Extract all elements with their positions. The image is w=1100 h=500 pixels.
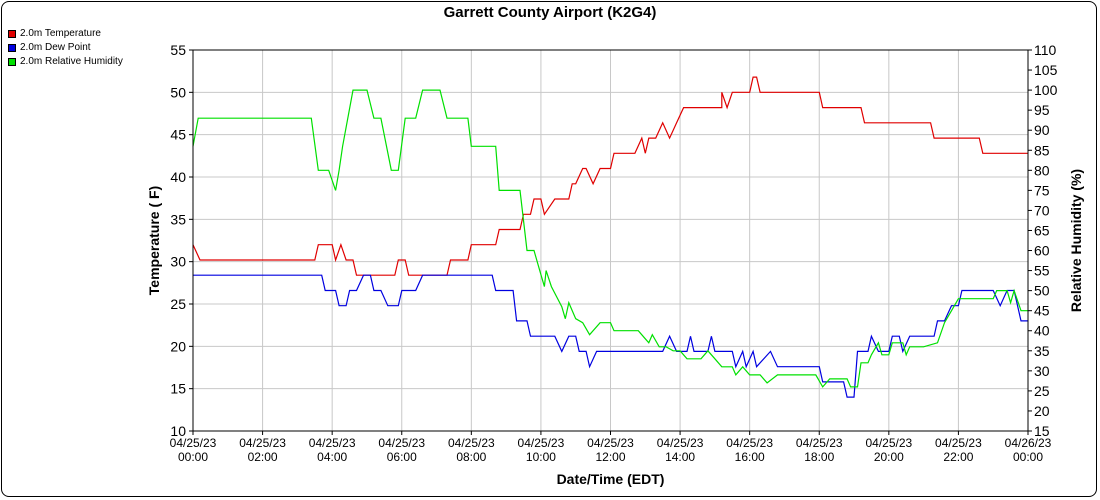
y2-tick-label: 80	[1034, 162, 1050, 178]
y-tick-label: 15	[170, 381, 186, 397]
x-axis-ticks: 04/25/2300:0004/25/2302:0004/25/2304:000…	[170, 431, 1052, 464]
x-tick-label-date: 04/25/23	[726, 436, 773, 450]
legend-label-relative-humidity: 2.0m Relative Humidity	[20, 56, 123, 67]
y-tick-label: 45	[170, 127, 186, 143]
y2-tick-label: 65	[1034, 222, 1050, 238]
legend-swatch-dew-point	[8, 44, 16, 52]
chart-grid	[192, 49, 1029, 432]
x-tick-label-time: 14:00	[665, 450, 695, 464]
y-axis-ticks: 10 15 20 25 30 35 40 45 50 55	[170, 42, 193, 439]
x-tick-label-time: 00:00	[1013, 450, 1043, 464]
y-tick-label: 50	[170, 84, 186, 100]
legend-item-temperature: 2.0m Temperature	[8, 27, 123, 41]
y2-tick-label: 105	[1034, 62, 1058, 78]
chart-title: Garrett County Airport (K2G4)	[443, 4, 657, 21]
y2-tick-label: 55	[1034, 263, 1050, 279]
y2-tick-label: 20	[1034, 403, 1050, 419]
y-tick-label: 30	[170, 254, 186, 270]
x-tick-label-time: 12:00	[595, 450, 625, 464]
y2-tick-label: 70	[1034, 202, 1050, 218]
y2-tick-label: 15	[1034, 423, 1050, 439]
legend-swatch-relative-humidity	[8, 58, 16, 66]
legend-item-dew-point: 2.0m Dew Point	[8, 41, 123, 55]
y2-tick-label: 90	[1034, 122, 1050, 138]
x-tick-label-date: 04/25/23	[239, 436, 286, 450]
y2-tick-label: 100	[1034, 82, 1058, 98]
x-tick-label-date: 04/25/23	[518, 436, 565, 450]
y2-axis-label: Relative Humidity (%)	[1068, 169, 1084, 312]
x-axis-label: Date/Time (EDT)	[557, 471, 665, 487]
y2-tick-label: 75	[1034, 182, 1050, 198]
x-tick-label-time: 10:00	[526, 450, 556, 464]
y-tick-label: 10	[170, 423, 186, 439]
series-line-temperature	[192, 76, 1028, 276]
chart-series	[192, 76, 1028, 398]
y2-tick-label: 30	[1034, 363, 1050, 379]
x-tick-label-time: 04:00	[317, 450, 347, 464]
x-tick-label-date: 04/26/23	[1005, 436, 1052, 450]
y2-tick-label: 40	[1034, 323, 1050, 339]
x-tick-label-date: 04/25/23	[378, 436, 425, 450]
x-tick-label-time: 06:00	[387, 450, 417, 464]
x-tick-label-date: 04/25/23	[935, 436, 982, 450]
x-tick-label-date: 04/25/23	[865, 436, 912, 450]
x-tick-label-time: 00:00	[178, 450, 208, 464]
legend-label-temperature: 2.0m Temperature	[20, 28, 101, 39]
x-tick-label-time: 18:00	[804, 450, 834, 464]
y2-tick-label: 25	[1034, 383, 1050, 399]
y2-tick-label: 50	[1034, 283, 1050, 299]
x-tick-label-date: 04/25/23	[796, 436, 843, 450]
x-tick-label-date: 04/25/23	[309, 436, 356, 450]
x-tick-label-date: 04/25/23	[448, 436, 495, 450]
x-tick-label-time: 22:00	[943, 450, 973, 464]
y-tick-label: 20	[170, 338, 186, 354]
y-tick-label: 55	[170, 42, 186, 58]
y2-tick-label: 45	[1034, 303, 1050, 319]
x-tick-label-time: 02:00	[248, 450, 278, 464]
y2-tick-label: 35	[1034, 343, 1050, 359]
y-tick-label: 25	[170, 296, 186, 312]
x-tick-label-time: 08:00	[456, 450, 486, 464]
y2-tick-label: 60	[1034, 243, 1050, 259]
y2-tick-label: 95	[1034, 102, 1050, 118]
y2-axis-ticks: 15 20 25 30 35 40 45 50 55 60 65 70 75 80 85 90 95 100 105…	[1028, 42, 1058, 439]
series-line-relative-humidity	[192, 89, 1028, 388]
x-tick-label-date: 04/25/23	[170, 436, 217, 450]
y-tick-label: 40	[170, 169, 186, 185]
legend-swatch-temperature	[8, 30, 16, 38]
y-tick-label: 35	[170, 211, 186, 227]
y2-tick-label: 85	[1034, 142, 1050, 158]
legend-label-dew-point: 2.0m Dew Point	[20, 42, 91, 53]
x-tick-label-time: 16:00	[735, 450, 765, 464]
y2-tick-label: 110	[1034, 42, 1057, 58]
y-axis-label: Temperature ( F)	[146, 186, 162, 295]
chart-legend: 2.0m Temperature 2.0m Dew Point 2.0m Rel…	[8, 27, 123, 69]
x-tick-label-date: 04/25/23	[587, 436, 634, 450]
legend-item-relative-humidity: 2.0m Relative Humidity	[8, 55, 123, 69]
x-tick-label-time: 20:00	[874, 450, 904, 464]
x-tick-label-date: 04/25/23	[657, 436, 704, 450]
